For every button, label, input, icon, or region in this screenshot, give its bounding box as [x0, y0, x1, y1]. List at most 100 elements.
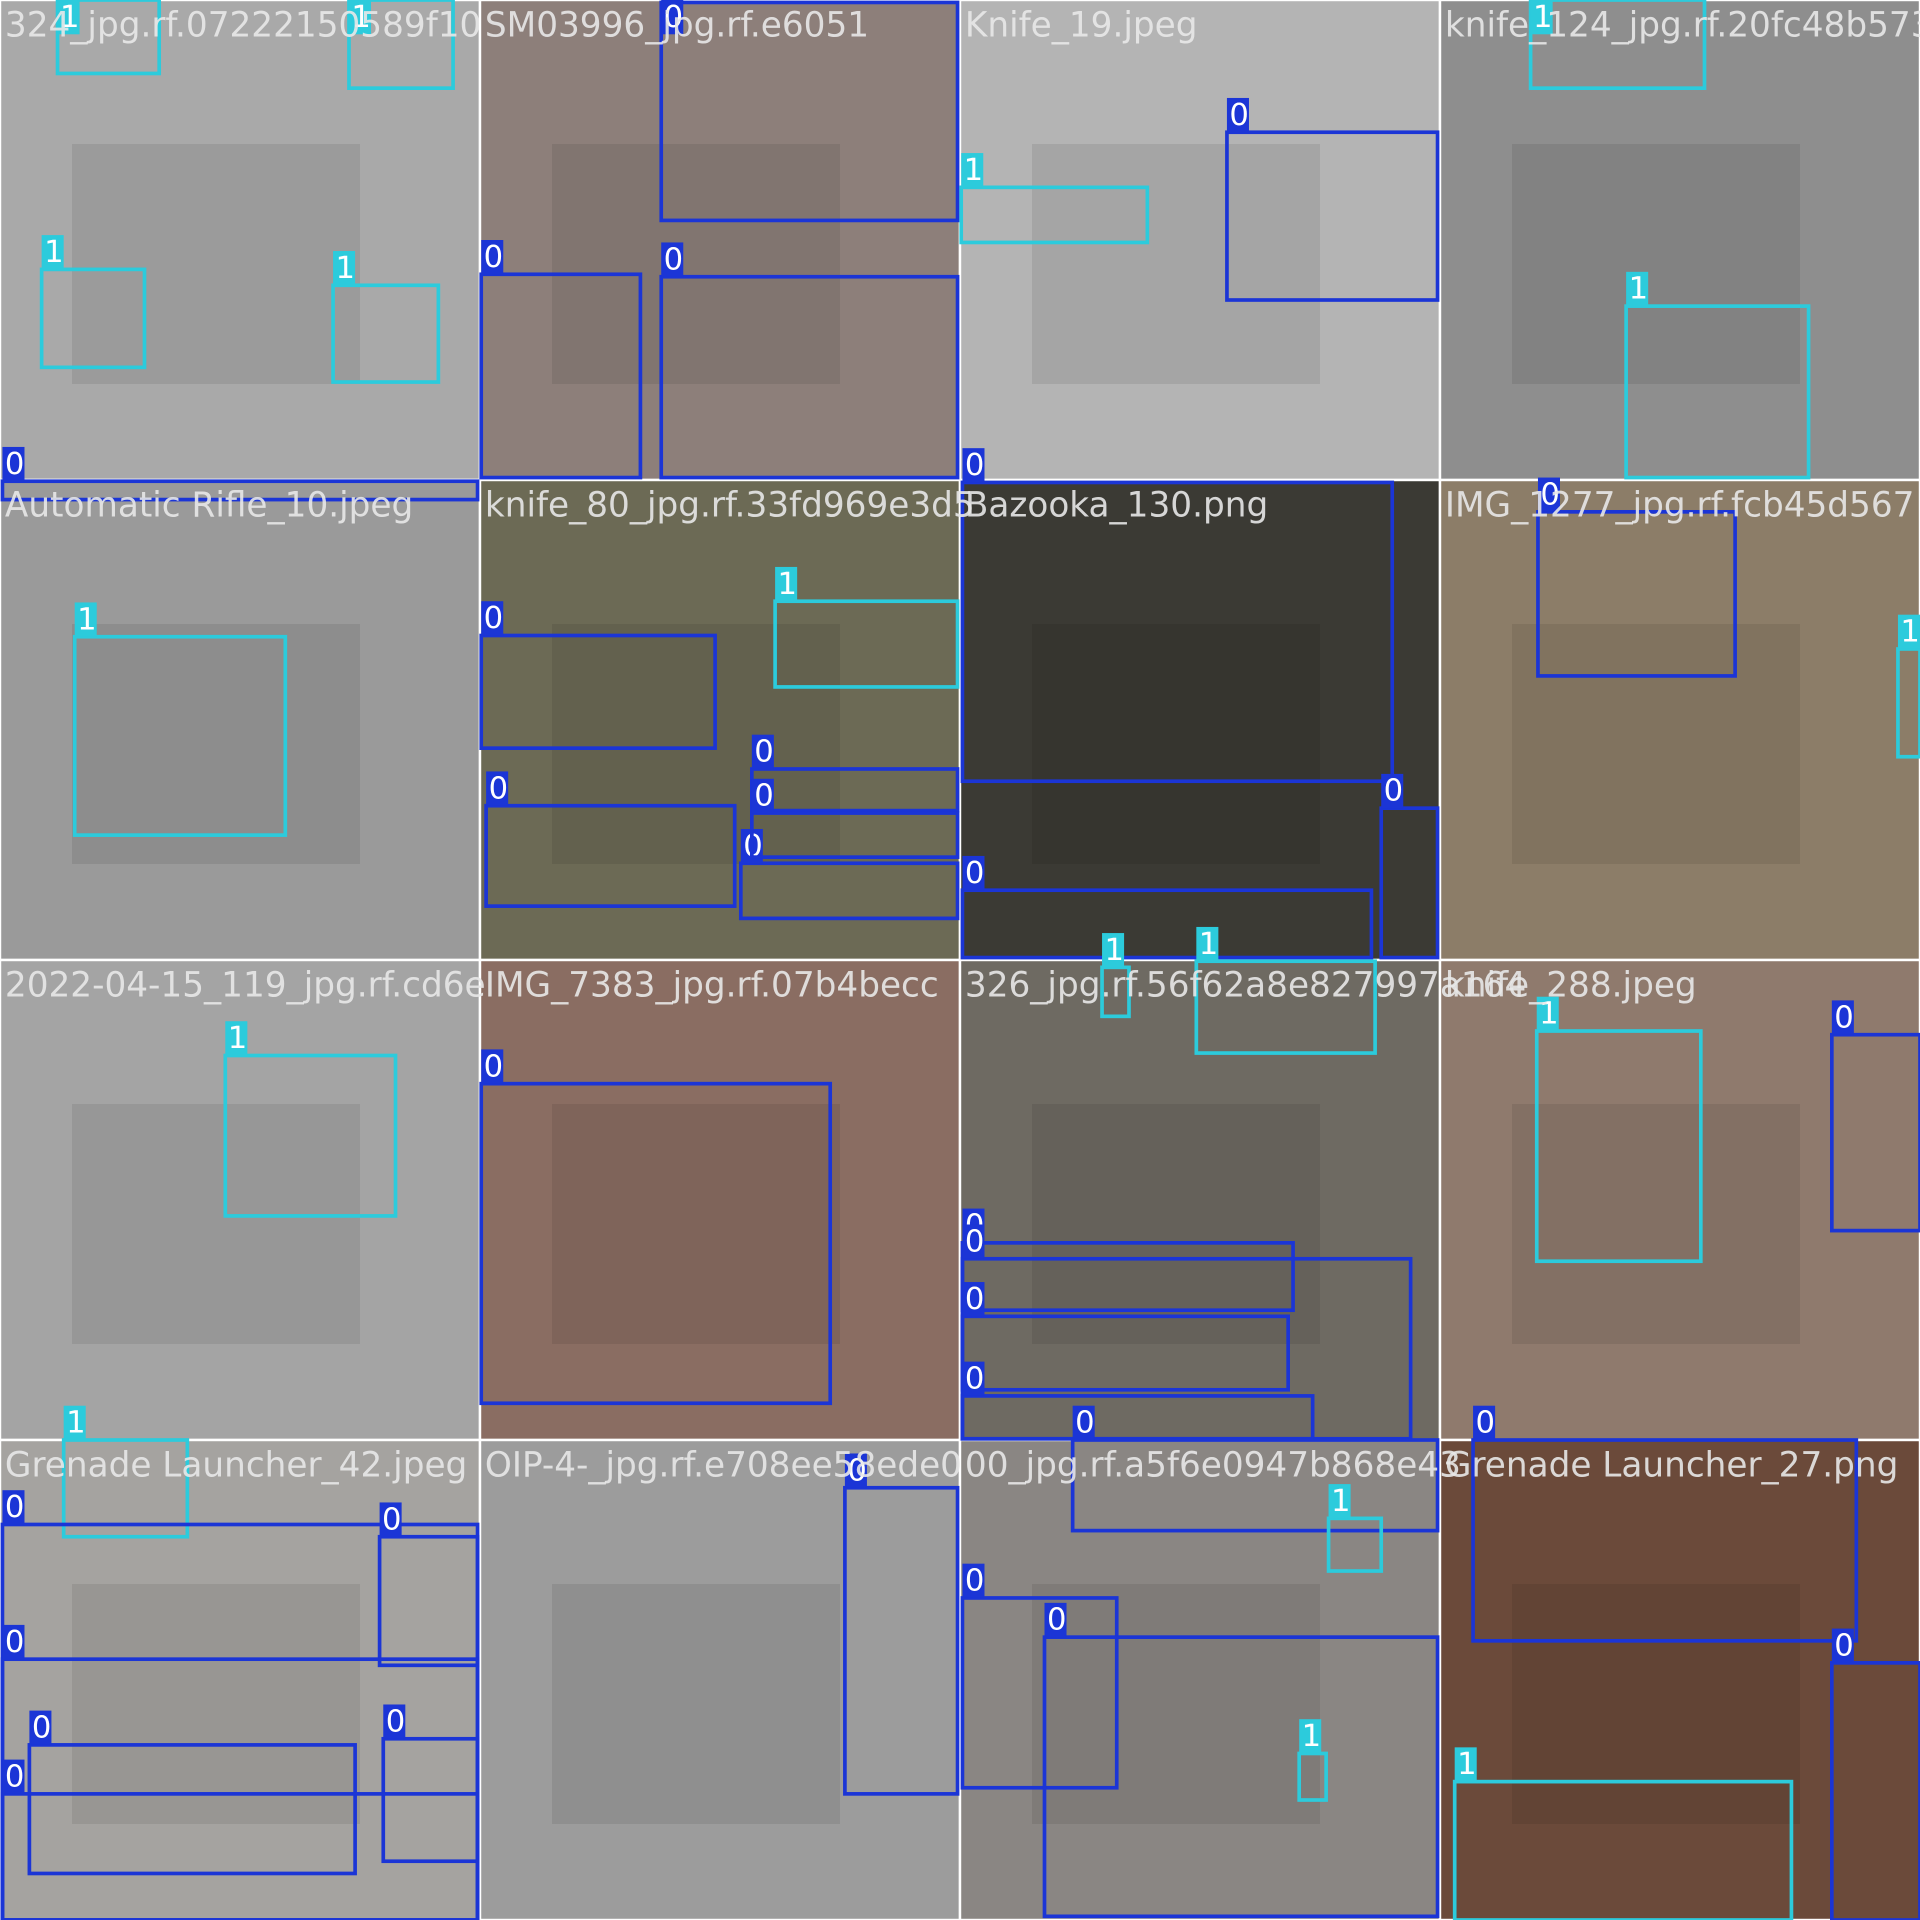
bounding-box [1624, 304, 1811, 480]
tile-shade [1032, 624, 1320, 864]
box-label: 0 [1834, 1628, 1853, 1663]
box-label: 0 [382, 1502, 401, 1537]
tile-filename: 324_jpg.rf.07222150589f10 [5, 5, 481, 45]
tile-filename: Grenade Launcher_42.jpeg [5, 1445, 467, 1485]
bounding-box [959, 185, 1150, 245]
box-label: 0 [664, 0, 683, 35]
box-label-bg [962, 448, 985, 483]
box-label: 1 [1539, 997, 1558, 1032]
tile [478, 1438, 962, 1920]
tile [0, 0, 482, 482]
bounding-box [1042, 1635, 1440, 1919]
bounding-box [27, 1743, 357, 1876]
box-label-bg [1299, 1719, 1322, 1754]
box-label: 0 [484, 1049, 503, 1084]
bounding-box [1225, 130, 1440, 302]
tile-filename: IMG_1277_jpg.rf.fcb45d567 [1445, 485, 1915, 525]
tile-shade [72, 1104, 360, 1344]
box-label-bg [961, 153, 984, 188]
tile-shade [72, 1584, 360, 1824]
tile [1438, 958, 1920, 1442]
bounding-box [659, 0, 960, 223]
box-label: 1 [77, 602, 96, 637]
box-label: 0 [1047, 1603, 1066, 1638]
tile-filename: 00_jpg.rf.a5f6e0947b868e43 [965, 1445, 1461, 1485]
box-label: 0 [754, 779, 773, 814]
bounding-box [0, 479, 480, 502]
box-label-bg [661, 0, 684, 35]
box-label: 0 [489, 771, 508, 806]
tile-annotations: 10 [959, 98, 1440, 302]
bounding-box [960, 1596, 1119, 1790]
box-label-bg [962, 1224, 985, 1259]
tile-annotations: 10 000 00 [0, 1406, 480, 1920]
box-label-bg [1536, 996, 1559, 1032]
box-label: 0 [965, 448, 984, 483]
box-label-bg [29, 1710, 52, 1745]
box-label-bg [1626, 271, 1649, 307]
tile-filename: Automatic Rifle_10.jpeg [5, 485, 413, 525]
bounding-box [1070, 1438, 1440, 1533]
bounding-box [1830, 1032, 1920, 1233]
tile-annotations: 1 [223, 1021, 398, 1218]
tile [1438, 0, 1920, 482]
tile [958, 958, 1442, 1442]
tile-filename: 2022-04-15_119_jpg.rf.cd6e [5, 965, 486, 1005]
tile-annotations: 0 0 0 [960, 448, 1440, 960]
tile-shade [552, 1104, 840, 1344]
bounding-box [223, 1053, 398, 1218]
bounding-box [960, 480, 1395, 784]
tile-shade [1512, 144, 1800, 384]
box-label: 0 [484, 240, 503, 275]
tile-filename: OIP-4-_jpg.rf.e708ee58ede0 [485, 1445, 962, 1485]
tile-filename: Bazooka_130.png [965, 485, 1268, 525]
box-label: 1 [66, 1406, 85, 1441]
tile-annotations: 0 0 1 [1452, 1406, 1920, 1920]
box-label-bg [1072, 1405, 1095, 1440]
tile [0, 478, 482, 962]
box-label: 0 [484, 601, 503, 636]
tile-image [958, 478, 1442, 962]
tile-image [1438, 958, 1920, 1442]
box-label-bg [2, 1759, 25, 1794]
tile-image [478, 478, 962, 962]
box-label-bg [379, 1502, 402, 1537]
bounding-box [1534, 1029, 1703, 1264]
box-label: 1 [1533, 0, 1552, 35]
bounding-box [347, 0, 455, 90]
bounding-box [484, 803, 737, 908]
box-label: 1 [1457, 1747, 1476, 1782]
tile-image [0, 0, 482, 482]
tile-shade [552, 1584, 840, 1824]
box-label-bg [775, 566, 798, 602]
box-label: 0 [5, 1625, 24, 1660]
box-label-bg [962, 855, 985, 891]
box-label-bg [844, 1453, 867, 1488]
tile-shade [72, 624, 360, 864]
tile [0, 1438, 482, 1920]
box-label-bg [1102, 933, 1125, 968]
box-label-bg [1897, 614, 1920, 649]
bounding-box [1194, 959, 1377, 1055]
tile-shade [552, 624, 840, 864]
box-label-bg [1454, 1747, 1477, 1782]
box-label: 1 [964, 153, 983, 188]
box-label: 0 [847, 1453, 866, 1488]
tile-filename: Knife_19.jpeg [965, 5, 1198, 45]
bounding-box [773, 599, 960, 689]
box-label-bg [962, 1361, 985, 1396]
box-label-bg [486, 771, 509, 806]
box-label-bg [481, 601, 504, 636]
tile-shade [72, 144, 360, 384]
box-label: 1 [1104, 933, 1123, 968]
box-label-bg [348, 0, 372, 35]
tile-image [1438, 478, 1920, 962]
box-label-bg [751, 778, 774, 814]
box-label: 0 [965, 856, 984, 891]
box-label: 1 [1900, 615, 1919, 650]
tile-filename: knife_288.jpeg [1445, 965, 1697, 1005]
box-label: 0 [5, 447, 24, 482]
tile-filename: knife_80_jpg.rf.33fd969e3d5 [485, 485, 975, 525]
